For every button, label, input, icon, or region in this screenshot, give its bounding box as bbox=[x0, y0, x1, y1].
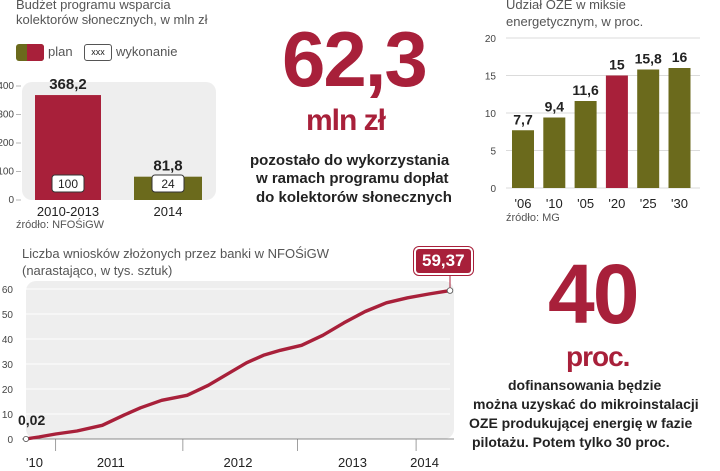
legend-wykonanie-box: xxx bbox=[84, 44, 112, 61]
headline-desc-1: pozostało do wykorzystania bbox=[250, 152, 450, 169]
budget-ytick: 400 bbox=[0, 81, 14, 92]
oze-xtick-2: '05 bbox=[577, 196, 594, 211]
oze-bar-5 bbox=[668, 68, 691, 188]
wnioski-end-label: 59,37 bbox=[416, 249, 471, 273]
promo-desc-4: pilotażu. Potem tylko 30 proc. bbox=[472, 434, 670, 450]
wnioski-ytick: 20 bbox=[2, 385, 14, 396]
oze-title-line2: energetycznym, w proc. bbox=[506, 14, 644, 29]
oze-bar-3 bbox=[605, 75, 628, 188]
legend-wykonanie-label: wykonanie bbox=[116, 44, 178, 59]
budget-title-line1: Budżet programu wsparcia bbox=[16, 0, 171, 12]
oze-ytick: 10 bbox=[485, 109, 497, 120]
budget-ytick: 200 bbox=[0, 138, 14, 149]
oze-bar-label-3: 15 bbox=[609, 57, 625, 73]
wnioski-start-label: 0,02 bbox=[18, 412, 46, 428]
wnioski-ytick: 40 bbox=[2, 335, 14, 346]
wnioski-ytick: 10 bbox=[2, 410, 14, 421]
wnioski-title-line1: Liczba wniosków złożonych przez banki w … bbox=[22, 246, 330, 261]
headline-desc-3: do kolektorów słonecznych bbox=[256, 189, 452, 206]
oze-title-line1: Udział OZE w miksie bbox=[506, 0, 626, 12]
budget-source: źródło: NFOŚiGW bbox=[16, 219, 105, 231]
promo-value: 40 bbox=[548, 247, 639, 341]
oze-ytick: 0 bbox=[490, 184, 496, 195]
oze-bar-label-2: 11,6 bbox=[572, 82, 599, 98]
oze-bar-4 bbox=[637, 69, 660, 188]
oze-bar-label-5: 16 bbox=[672, 49, 688, 65]
wnioski-xtick-3: 2013 bbox=[338, 455, 367, 470]
oze-bar-label-1: 9,4 bbox=[545, 99, 565, 115]
budget-wyk-value-0: 100 bbox=[58, 177, 78, 191]
budget-wyk-box-0 bbox=[51, 174, 85, 193]
oze-ytick: 5 bbox=[490, 147, 496, 158]
wnioski-xtick-0: '10 bbox=[26, 455, 43, 470]
oze-bar-label-0: 7,7 bbox=[513, 111, 533, 127]
oze-bar-2 bbox=[574, 101, 597, 188]
wnioski-ytick: 60 bbox=[2, 285, 14, 296]
wnioski-xtick-2: 2012 bbox=[224, 455, 253, 470]
oze-ytick: 20 bbox=[485, 34, 497, 45]
oze-xtick-5: '30 bbox=[671, 196, 688, 211]
wnioski-title-line2: (narastająco, w tys. sztuk) bbox=[22, 263, 173, 278]
budget-bar-label-0: 368,2 bbox=[49, 76, 87, 93]
oze-bar-label-4: 15,8 bbox=[635, 51, 662, 67]
oze-xtick-0: '06 bbox=[515, 196, 532, 211]
wnioski-xtick-1: 2011 bbox=[97, 455, 125, 470]
oze-ytick: 15 bbox=[485, 72, 497, 83]
legend-plan-swatch bbox=[16, 44, 44, 61]
headline-desc-2: w ramach programu dopłat bbox=[256, 170, 449, 187]
budget-ytick: 300 bbox=[0, 110, 14, 121]
wnioski-ytick: 30 bbox=[2, 360, 14, 371]
budget-title-line2: kolektorów słonecznych, w mln zł bbox=[16, 12, 208, 27]
oze-bar-0 bbox=[512, 130, 534, 188]
wnioski-end-label-text: 59,37 bbox=[422, 251, 465, 270]
wnioski-ytick: 0 bbox=[7, 435, 13, 446]
oze-source: źródło: MG bbox=[506, 212, 560, 224]
budget-bar-label-1: 81,8 bbox=[153, 158, 182, 175]
promo-desc-2: można uzyskać do mikroinstalacji bbox=[473, 396, 699, 412]
wnioski-xtick-4: 2014 bbox=[410, 455, 439, 470]
budget-xtick-1: 2014 bbox=[154, 204, 183, 219]
wnioski-panel-bg bbox=[26, 281, 454, 439]
wnioski-end-point bbox=[446, 287, 454, 294]
headline-unit: mln zł bbox=[306, 104, 386, 137]
budget-wyk-value-1: 24 bbox=[161, 177, 175, 191]
oze-xtick-1: '10 bbox=[546, 196, 563, 211]
budget-xtick-0: 2010-2013 bbox=[37, 204, 99, 219]
budget-wyk-box-1 bbox=[151, 174, 185, 193]
oze-xtick-3: '20 bbox=[608, 196, 625, 211]
promo-desc-1: dofinansowania będzie bbox=[508, 377, 662, 393]
legend-plan-label: plan bbox=[48, 44, 73, 59]
wnioski-start-point bbox=[22, 435, 29, 442]
headline-value: 62,3 bbox=[282, 15, 428, 103]
oze-bar-1 bbox=[543, 117, 566, 188]
budget-ytick: 100 bbox=[0, 167, 14, 178]
oze-xtick-4: '25 bbox=[640, 196, 657, 211]
budget-ytick: 0 bbox=[8, 195, 14, 206]
promo-desc-3: OZE produkującej energię w fazie bbox=[469, 415, 693, 431]
wnioski-ytick: 50 bbox=[2, 310, 14, 321]
promo-unit: proc. bbox=[566, 341, 630, 372]
wnioski-series-line bbox=[24, 288, 452, 441]
